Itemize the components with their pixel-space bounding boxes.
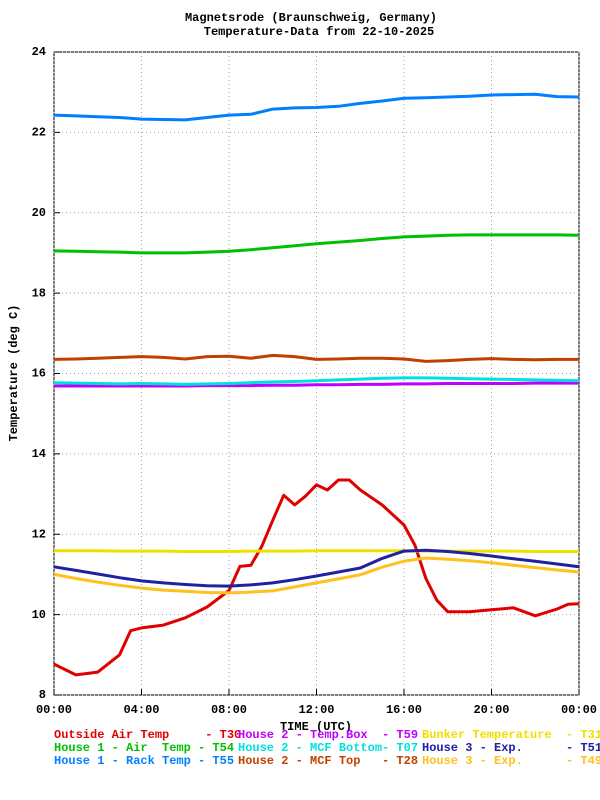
y-tick-label: 16 (32, 367, 46, 381)
series-line (53, 548, 580, 588)
series-line (53, 478, 580, 677)
y-tick-label: 22 (32, 126, 46, 140)
series-line (53, 556, 580, 595)
x-tick-label: 00:00 (36, 703, 72, 717)
legend-label: House 2 - MCF Top - T28 (238, 754, 418, 768)
x-tick-label: 08:00 (211, 703, 247, 717)
legend-label: Bunker Temperature - T31 (422, 728, 600, 742)
legend-label: House 1 - Rack Temp - T55 (54, 754, 234, 768)
series-line (53, 92, 580, 122)
x-axis-label: TIME (UTC) (280, 720, 352, 734)
x-tick-label: 00:00 (561, 703, 597, 717)
chart-title: Magnetsrode (Braunschweig, Germany) (185, 11, 437, 25)
y-tick-label: 10 (32, 608, 46, 622)
y-axis-label: Temperature (deg C) (7, 305, 21, 442)
y-tick-label: 20 (32, 206, 46, 220)
x-tick-label: 04:00 (123, 703, 159, 717)
legend-label: Outside Air Temp - T30 (54, 728, 241, 742)
y-tick-label: 8 (39, 688, 46, 702)
legend-label: House 2 - MCF Bottom- T07 (238, 741, 418, 755)
x-tick-label: 12:00 (298, 703, 334, 717)
series-line (54, 549, 579, 553)
series-line (53, 233, 580, 255)
y-tick-label: 14 (32, 447, 46, 461)
series-line (53, 376, 580, 386)
legend-label: House 1 - Air Temp - T54 (54, 741, 234, 755)
legend-label: House 2 - Temp.Box - T59 (238, 728, 418, 742)
y-tick-label: 24 (32, 45, 46, 59)
x-tick-label: 16:00 (386, 703, 422, 717)
x-tick-label: 20:00 (473, 703, 509, 717)
chart-subtitle: Temperature-Data from 22-10-2025 (204, 25, 434, 39)
y-tick-label: 12 (32, 527, 46, 541)
legend-label: House 3 - Exp. - T51 (422, 741, 600, 755)
legend-label: House 3 - Exp. - T49 (422, 754, 600, 768)
series-line (54, 381, 579, 388)
y-tick-label: 18 (32, 286, 46, 300)
series-line (53, 353, 579, 363)
